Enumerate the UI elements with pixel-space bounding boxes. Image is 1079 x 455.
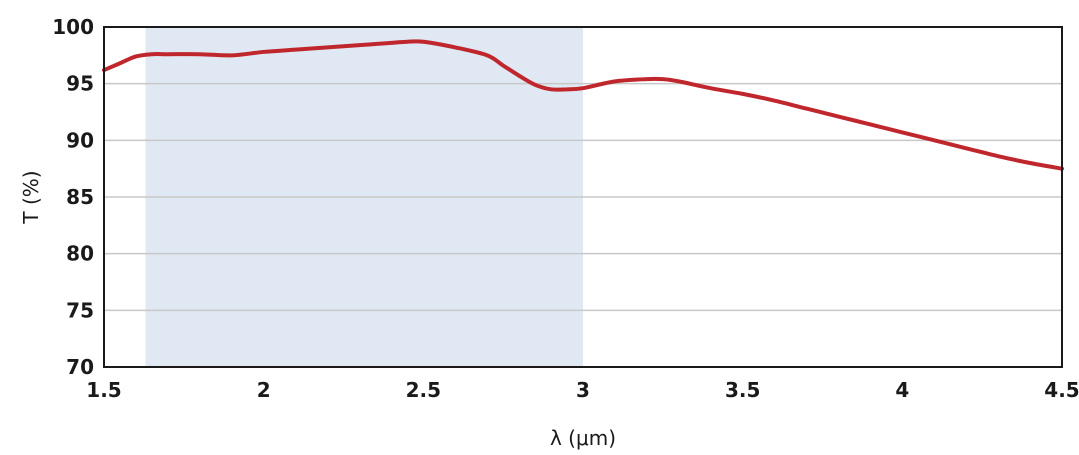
y-tick-label-5: 95 (66, 72, 94, 96)
x-axis-label: λ (μm) (550, 426, 616, 450)
x-tick-label-6: 4.5 (1044, 378, 1079, 402)
y-tick-label-6: 100 (52, 15, 94, 39)
y-tick-label-0: 70 (66, 355, 94, 379)
x-tick-label-5: 4 (895, 378, 909, 402)
x-tick-label-4: 3.5 (725, 378, 760, 402)
x-tick-label-2: 2.5 (406, 378, 441, 402)
y-tick-label-1: 75 (66, 298, 94, 322)
y-tick-label-3: 85 (66, 185, 94, 209)
y-tick-label-4: 90 (66, 128, 94, 152)
plot-frame (103, 26, 1063, 368)
y-ticks: 70 75 80 85 90 95 100 (52, 15, 94, 379)
x-tick-label-0: 1.5 (86, 378, 121, 402)
x-tick-label-1: 2 (257, 378, 271, 402)
x-tick-label-3: 3 (576, 378, 590, 402)
transmission-line (102, 39, 1064, 171)
gridlines (104, 82, 1062, 312)
y-tick-label-2: 80 (66, 242, 94, 266)
x-ticks: 1.5 2 2.5 3 3.5 4 4.5 (86, 378, 1079, 402)
y-axis-label: T (%) (19, 170, 43, 224)
